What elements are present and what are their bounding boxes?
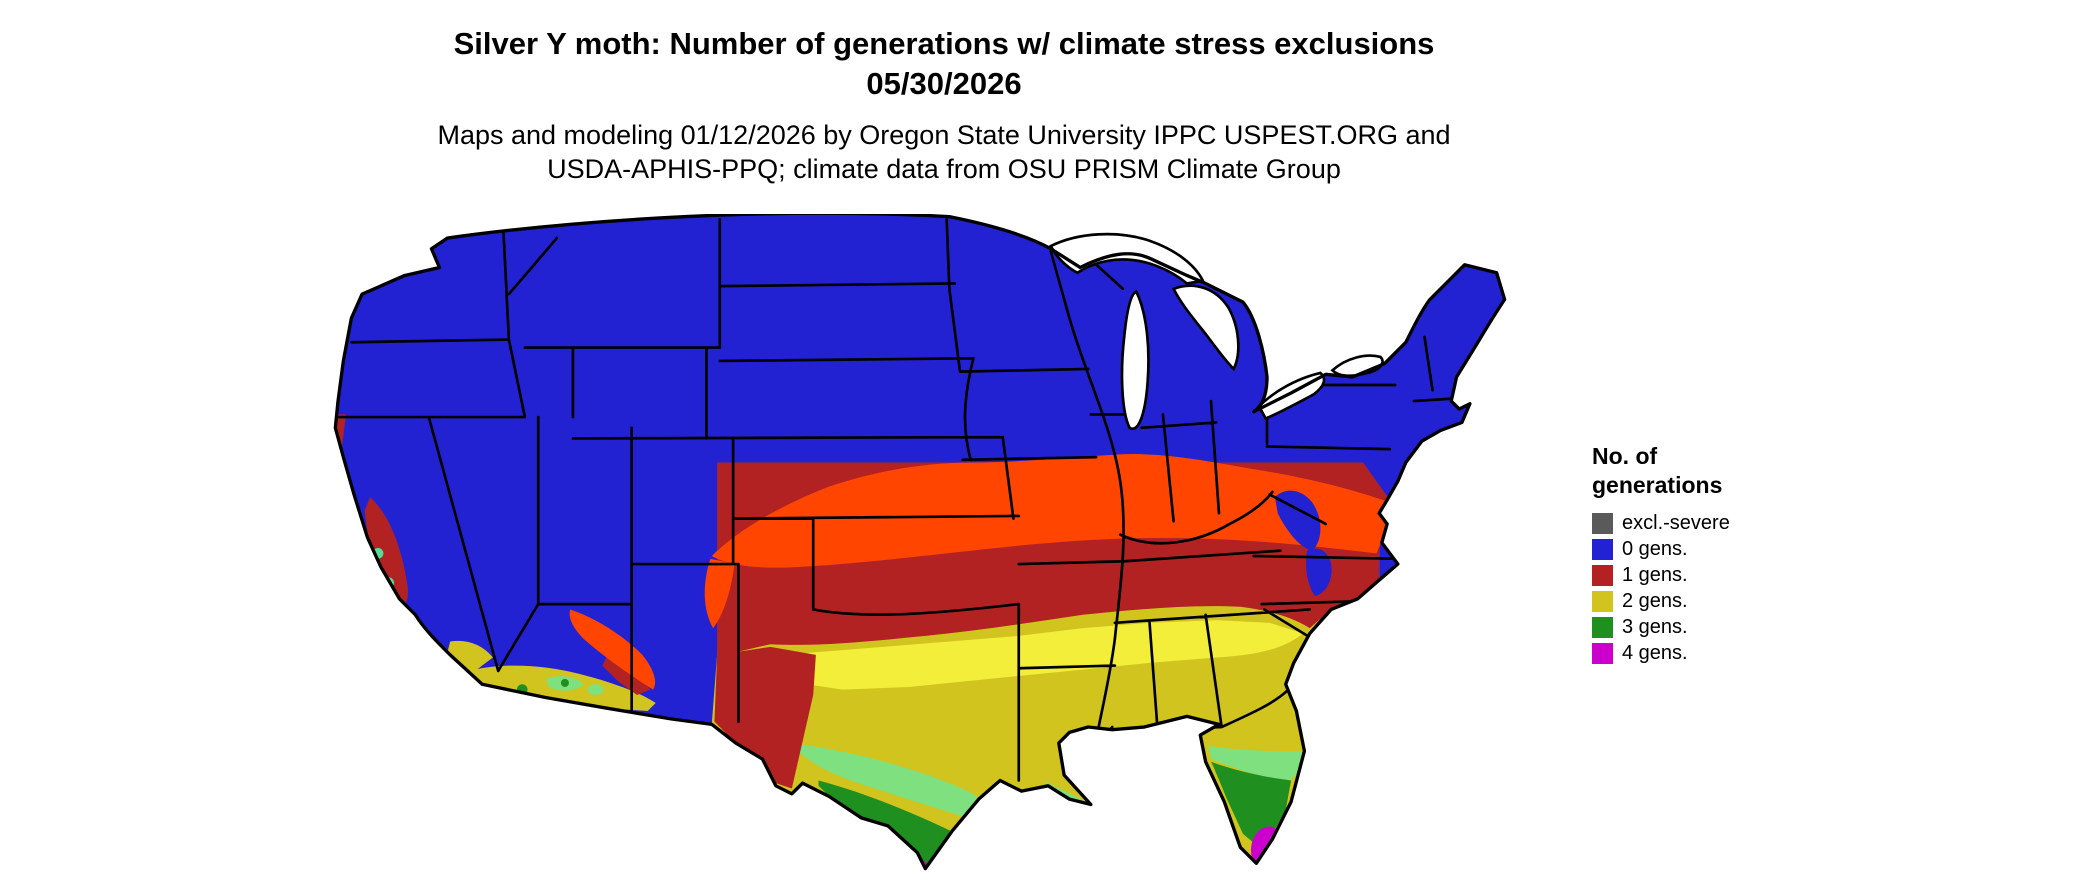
legend-title-line-1: No. of	[1592, 443, 1658, 469]
us-outline	[333, 214, 1507, 871]
figure-title: Silver Y moth: Number of generations w/ …	[453, 26, 1435, 61]
us-generations-map	[322, 214, 1550, 882]
legend-item-2-gens: 2 gens.	[1592, 588, 1852, 614]
legend-swatch-3-gens	[1592, 616, 1613, 638]
appalachian-blue-tongue	[1275, 490, 1332, 597]
subtitle-line-2: USDA-APHIS-PPQ; climate data from OSU PR…	[547, 154, 1341, 184]
legend-label: 4 gens.	[1622, 642, 1688, 664]
band-2-gens-bright	[749, 620, 1304, 690]
figure-date: 05/30/2026	[866, 66, 1022, 101]
legend-item-excl-severe: excl.-severe	[1592, 510, 1852, 536]
band-3-gens-light	[546, 676, 1303, 826]
legend-label: 3 gens.	[1622, 616, 1688, 638]
great-lakes	[1048, 232, 1384, 431]
legend-item-1-gens: 1 gens.	[1592, 562, 1852, 588]
legend-label: 0 gens.	[1622, 538, 1688, 560]
legend-label: 1 gens.	[1622, 564, 1688, 586]
legend-swatch-1-gens	[1592, 564, 1613, 586]
legend-label: 2 gens.	[1622, 590, 1688, 612]
figure-header: Silver Y moth: Number of generations w/ …	[0, 24, 1888, 104]
band-4-gens	[918, 826, 1279, 869]
legend: No. of generations excl.-severe 0 gens. …	[1592, 442, 1852, 666]
legend-swatch-4-gens	[1592, 642, 1613, 664]
legend-swatch-0-gens	[1592, 538, 1613, 560]
legend-item-0-gens: 0 gens.	[1592, 536, 1852, 562]
legend-item-3-gens: 3 gens.	[1592, 614, 1852, 640]
legend-items: excl.-severe 0 gens. 1 gens. 2 gens. 3 g…	[1592, 510, 1852, 666]
band-transition-orange	[569, 454, 1390, 690]
lake-huron	[1171, 284, 1240, 372]
legend-swatch-excl-severe	[1592, 512, 1613, 534]
subtitle-line-1: Maps and modeling 01/12/2026 by Oregon S…	[437, 120, 1451, 150]
state-borders	[335, 218, 1458, 782]
legend-title: No. of generations	[1592, 442, 1852, 500]
figure-subtitle: Maps and modeling 01/12/2026 by Oregon S…	[0, 118, 1888, 186]
us-map-svg	[333, 214, 1507, 871]
legend-title-line-2: generations	[1592, 472, 1723, 498]
legend-swatch-2-gens	[1592, 590, 1613, 612]
lake-michigan	[1120, 289, 1150, 431]
legend-label: excl.-severe	[1622, 512, 1730, 534]
lake-superior	[1048, 232, 1205, 285]
legend-item-4-gens: 4 gens.	[1592, 640, 1852, 666]
